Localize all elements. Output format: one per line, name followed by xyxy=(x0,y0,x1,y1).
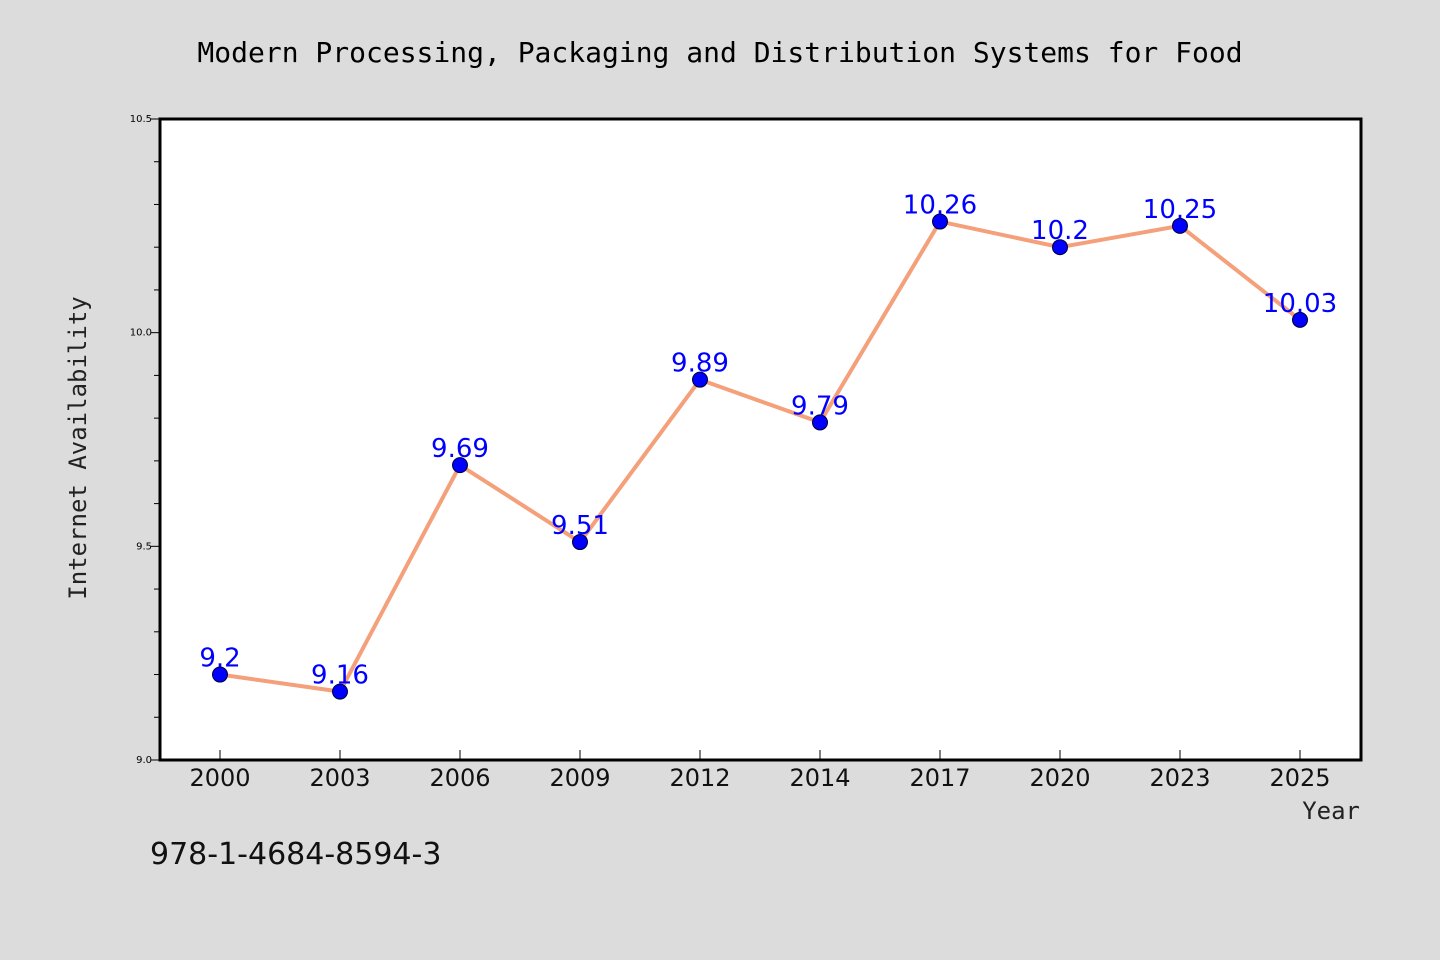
data-label: 9.79 xyxy=(791,391,849,421)
y-tick-label: 9.5 xyxy=(136,541,152,552)
plot-frame xyxy=(158,117,1363,762)
data-point xyxy=(332,683,348,700)
x-tick-label: 2017 xyxy=(909,764,970,792)
data-label: 10.26 xyxy=(903,191,977,221)
data-label: 9.89 xyxy=(671,349,729,379)
y-axis-ticks: 9.0 9.5 10.0 10.5 xyxy=(130,114,160,766)
data-point xyxy=(452,457,468,474)
y-tick-label: 10.0 xyxy=(130,328,152,339)
x-tick-label: 2000 xyxy=(189,764,250,792)
data-point xyxy=(1052,239,1068,256)
x-axis-label: Year xyxy=(1302,797,1360,825)
data-point xyxy=(572,534,588,551)
data-point xyxy=(812,414,828,431)
y-tick-label: 10.5 xyxy=(130,114,152,125)
x-tick-label: 2014 xyxy=(789,764,850,792)
x-tick-label: 2020 xyxy=(1029,764,1090,792)
x-tick-label: 2006 xyxy=(429,764,490,792)
data-label: 9.16 xyxy=(311,661,369,691)
x-axis-ticks: 2000 2003 2006 2009 2012 2014 2017 2020 2023 2025 xyxy=(189,750,1331,792)
y-tick-label: 9.0 xyxy=(136,755,152,766)
data-point xyxy=(1172,217,1188,234)
data-point xyxy=(1292,311,1308,328)
isbn-footnote: 978-1-4684-8594-3 xyxy=(150,837,441,872)
data-point xyxy=(692,371,708,388)
y-axis-label: Internet Availability xyxy=(64,296,92,599)
series-line xyxy=(218,219,1302,694)
series-line-group xyxy=(218,219,1302,694)
data-label: 9.69 xyxy=(431,434,489,464)
data-label: 10.03 xyxy=(1263,289,1337,319)
data-label: 10.25 xyxy=(1143,195,1217,225)
x-tick-label: 2025 xyxy=(1269,764,1330,792)
data-label: 10.2 xyxy=(1031,216,1089,246)
x-tick-label: 2009 xyxy=(549,764,610,792)
data-point-group xyxy=(212,213,1308,700)
chart-title: Modern Processing, Packaging and Distrib… xyxy=(197,36,1242,69)
x-tick-label: 2003 xyxy=(309,764,370,792)
x-tick-label: 2012 xyxy=(669,764,730,792)
data-label: 9.51 xyxy=(551,511,609,541)
data-label: 9.2 xyxy=(199,644,240,674)
data-point xyxy=(932,213,948,230)
x-tick-label: 2023 xyxy=(1149,764,1210,792)
data-label-group: 9.2 9.16 9.69 9.51 9.89 9.79 10.26 10.2 10.25 10.… xyxy=(199,191,1337,691)
data-point xyxy=(212,666,228,683)
